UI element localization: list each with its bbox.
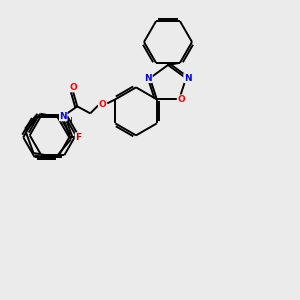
Text: F: F bbox=[75, 133, 81, 142]
Text: H: H bbox=[66, 117, 72, 126]
Text: N: N bbox=[59, 112, 67, 121]
Text: O: O bbox=[98, 100, 106, 109]
Text: N: N bbox=[145, 74, 152, 82]
Text: O: O bbox=[69, 83, 77, 92]
Text: O: O bbox=[177, 95, 185, 104]
Text: N: N bbox=[184, 74, 191, 82]
